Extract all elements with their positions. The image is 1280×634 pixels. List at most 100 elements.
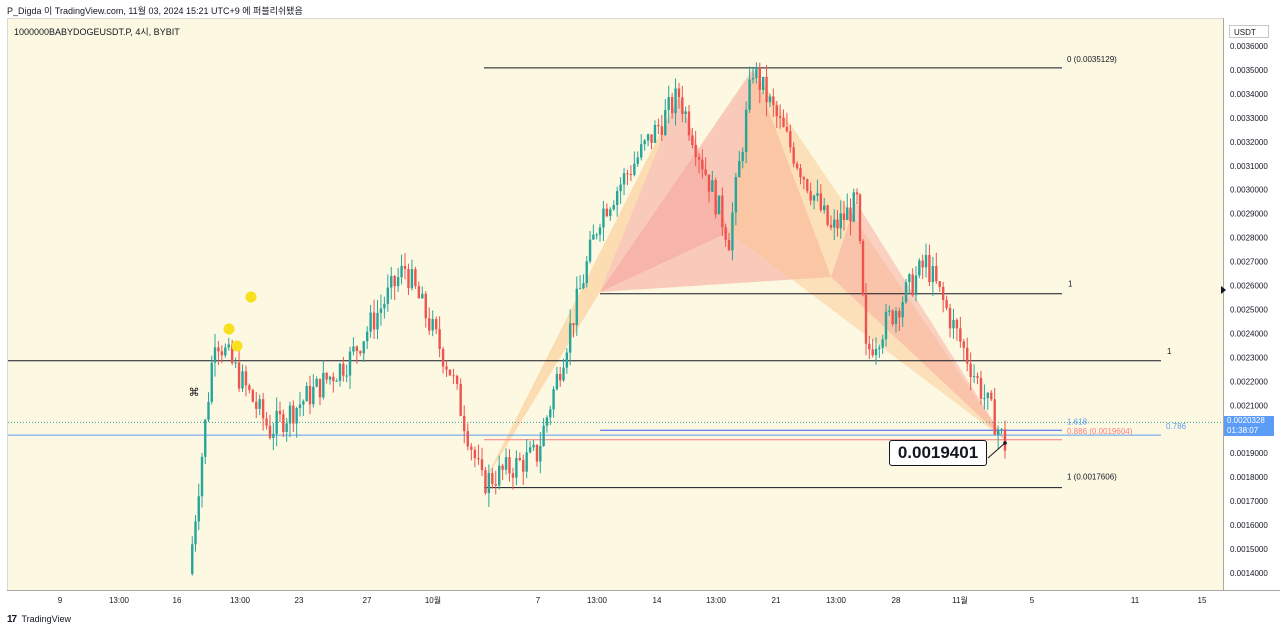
candle-body [258,399,261,409]
candle-body [555,373,559,390]
time-tick-label: 13:00 [230,596,251,605]
candle-body [559,373,562,381]
candle-body [928,255,931,283]
candle-body [210,362,213,402]
candle-body [849,207,852,222]
price-tick-label: 0.0016000 [1230,521,1268,530]
fib-label-1618: 1.618 [1067,417,1088,426]
candle-body [365,331,369,342]
candle-body [657,124,660,127]
time-tick-label: 14 [653,596,662,605]
candle-body [251,389,255,402]
candle-body [619,184,622,192]
candle-body [744,109,748,153]
candle-body [511,473,515,478]
candle-body [332,376,335,382]
footer: 17 TradingView [7,614,71,630]
price-tick-label: 0.0022000 [1230,377,1268,386]
candle-body [602,208,605,228]
candle-body [407,268,410,289]
footer-brand: TradingView [21,614,71,624]
candle-body [315,378,318,387]
candle-body [931,266,935,283]
candle-body [532,444,535,448]
scroll-to-realtime-marker[interactable] [1221,286,1226,294]
candle-body [528,447,532,453]
candle-body [345,375,348,377]
time-tick-label: 27 [363,596,372,605]
candle-body [667,97,670,110]
candle-body [626,173,629,175]
candle-body [552,389,555,410]
price-axis[interactable] [1223,18,1280,590]
candle-body [275,410,278,434]
time-tick-label: 10월 [425,595,441,605]
candle-body [312,386,315,405]
candle-body [993,399,996,435]
candle-body [305,385,308,402]
candle-body [477,458,480,460]
price-callout[interactable]: 0.0019401 [889,440,987,466]
time-tick-label: 9 [58,596,63,605]
candle-body [799,168,802,178]
candle-body [390,276,393,288]
candle-body [812,195,816,201]
candle-body [738,160,741,178]
candle-body [914,275,918,296]
candle-body [972,376,976,378]
candle-body [255,401,258,409]
candle-body [707,174,711,192]
time-axis[interactable] [7,590,1223,610]
chart-pane[interactable]: 0 (0.0035129) 1 1 1.618 0.886 (0.0019604) 0.7… [7,18,1223,590]
candle-body [990,392,993,400]
callout-anchor [1003,441,1007,445]
candle-body [955,319,959,329]
candle-body [868,343,871,350]
candle-body [470,446,473,450]
candle-body [829,224,833,228]
candle-body [724,227,727,241]
candle-body [901,302,904,318]
candle-body [670,97,674,114]
currency-unit-label[interactable]: USDT [1229,25,1269,38]
candle-body [758,67,761,90]
candle-body [288,405,292,424]
candle-body [396,277,400,287]
hline-label-0786: 0.786 [1166,422,1187,431]
candle-body [424,293,427,319]
candle-body [295,408,298,424]
candle-body [522,460,525,472]
candle-body [846,207,849,221]
candle-body [393,276,396,287]
candle-body [938,281,941,287]
candle-body [833,219,836,228]
time-tick-label: 13:00 [109,596,130,605]
candle-body [355,346,359,352]
candle-body [633,163,636,175]
price-tick-label: 0.0031000 [1230,162,1268,171]
candle-body [434,319,438,330]
candle-body [379,308,383,313]
candle-body [592,234,595,240]
candle-body [582,283,585,289]
tradingview-logo-icon: 17 [7,614,17,625]
candle-body [969,363,972,378]
candle-body [609,209,612,217]
candle-body [823,205,826,211]
price-tick-label: 0.0024000 [1230,329,1268,338]
candle-body [836,219,839,229]
candle-body [417,286,421,299]
candle-body [285,423,288,432]
candle-body [714,180,717,215]
harmonic-cd-triangle [831,202,1005,440]
price-tick-label: 0.0015000 [1230,545,1268,554]
price-tick-label: 0.0014000 [1230,569,1268,578]
candle-body [792,147,795,164]
candle-body [701,159,704,170]
time-tick-label: 15 [1198,596,1207,605]
candle-body [348,351,352,376]
candle-body [778,116,782,119]
candle-body [842,213,846,221]
candle-body [816,193,819,196]
